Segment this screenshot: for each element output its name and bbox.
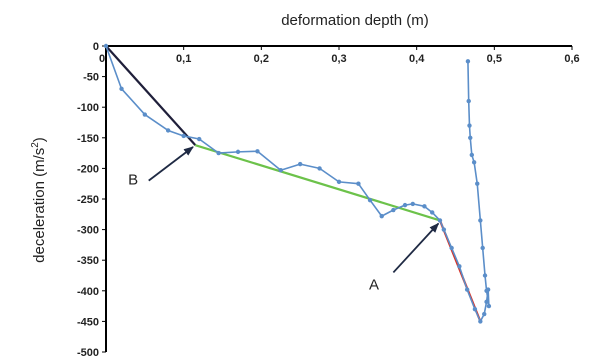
data-point bbox=[367, 198, 373, 203]
y-tick-label: -50 bbox=[83, 72, 99, 84]
data-point bbox=[486, 303, 492, 309]
x-tick-label: 0,4 bbox=[409, 53, 425, 65]
data-point bbox=[465, 59, 471, 64]
data-point bbox=[468, 135, 473, 140]
data-point bbox=[469, 152, 475, 158]
data-point bbox=[478, 218, 483, 223]
data-point bbox=[471, 160, 477, 165]
y-tick-label: -450 bbox=[77, 316, 99, 328]
x-axis-title: deformation depth (m) bbox=[281, 12, 429, 29]
data-point bbox=[379, 213, 384, 219]
annotation-label-a: A bbox=[369, 277, 379, 294]
annotation-label-b: B bbox=[128, 171, 138, 188]
y-tick-label: 0 bbox=[93, 41, 99, 53]
fit-line-2 bbox=[194, 144, 441, 222]
data-point bbox=[484, 299, 489, 305]
series-line bbox=[105, 45, 490, 323]
data-point bbox=[356, 181, 361, 186]
y-tick-label: -150 bbox=[77, 133, 99, 145]
x-tick-label: 0,1 bbox=[176, 53, 191, 65]
y-tick-label: -250 bbox=[77, 194, 99, 206]
x-tick-label: 0,6 bbox=[564, 53, 579, 65]
y-axis-title-superscript: 2 bbox=[30, 142, 41, 148]
y-tick-label: -350 bbox=[77, 255, 99, 267]
data-point bbox=[165, 128, 171, 133]
axes: 0 0,1 0,2 0,3 0,4 0,5 0,60-50-100-150-200-250-… bbox=[77, 41, 580, 359]
annotation-arrow-b bbox=[148, 146, 194, 182]
x-tick-label: 0,5 bbox=[487, 53, 502, 65]
annotations: AB bbox=[128, 146, 440, 294]
y-axis-title-end: ) bbox=[31, 137, 48, 142]
data-point bbox=[480, 245, 485, 251]
y-tick-label: -300 bbox=[77, 225, 99, 237]
data-point bbox=[437, 218, 443, 223]
x-tick-label: 0,3 bbox=[331, 53, 346, 65]
data-point bbox=[466, 98, 471, 104]
data-point bbox=[475, 181, 480, 186]
annotation-arrow-a bbox=[392, 222, 440, 274]
data-point bbox=[464, 287, 470, 292]
data-point bbox=[235, 149, 241, 155]
data-point bbox=[472, 306, 478, 312]
data-point bbox=[197, 136, 202, 142]
data-point bbox=[482, 311, 487, 317]
data-point bbox=[119, 86, 124, 92]
data-point bbox=[297, 161, 303, 167]
data-point bbox=[336, 179, 342, 185]
data-point bbox=[449, 245, 454, 251]
x-tick-label: 0 bbox=[99, 53, 105, 65]
data-point bbox=[478, 319, 483, 324]
data-point bbox=[402, 202, 408, 208]
data-point bbox=[430, 210, 435, 215]
data-point bbox=[216, 150, 221, 156]
data-point bbox=[457, 264, 462, 269]
data-point bbox=[317, 166, 322, 171]
y-tick-label: -400 bbox=[77, 286, 99, 298]
data-point bbox=[482, 273, 488, 278]
data-point bbox=[484, 288, 489, 293]
y-axis-title-main: deceleration (m/s bbox=[31, 148, 48, 263]
fit-line-1 bbox=[105, 45, 197, 146]
y-axis-title: deceleration (m/s2) bbox=[30, 137, 48, 263]
data-point bbox=[410, 201, 415, 207]
data-point bbox=[441, 227, 447, 232]
y-tick-label: -500 bbox=[77, 347, 99, 359]
fit-lines bbox=[105, 45, 482, 322]
data-point bbox=[391, 207, 396, 213]
data-point bbox=[467, 123, 472, 128]
data-point bbox=[278, 168, 283, 173]
data-point bbox=[103, 43, 109, 49]
y-tick-label: -100 bbox=[77, 102, 99, 114]
data-point bbox=[181, 133, 186, 139]
data-point bbox=[422, 204, 427, 209]
x-tick-label: 0,2 bbox=[254, 53, 269, 65]
y-tick-label: -200 bbox=[77, 163, 99, 175]
data-point bbox=[255, 149, 260, 154]
data-series bbox=[103, 43, 492, 324]
data-point bbox=[142, 112, 148, 117]
